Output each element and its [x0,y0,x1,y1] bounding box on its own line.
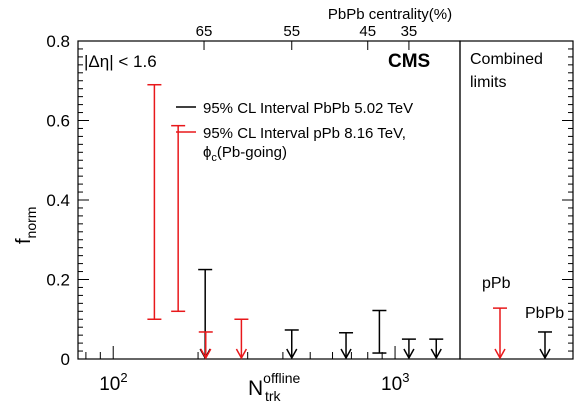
x-axis-title: Noffline trk [248,370,300,404]
y-tick-label: 0 [61,350,70,369]
combined-label-ppb: pPb [482,275,511,292]
axis-ticks [78,40,573,360]
combined-label-pbpb: PbPb [525,305,564,322]
main-panel-frame [77,40,461,360]
legend-label: 95% CL Interval pPb 8.16 TeV, [203,125,406,142]
top-axis-tick-label: 35 [401,23,418,40]
y-tick-label: 0.8 [46,32,70,51]
interval-mark [429,338,444,360]
y-axis-title: fnorm [13,207,39,244]
x-tick-label: 103 [381,370,409,395]
series-pbpb [198,268,444,360]
series-ppb [147,83,249,360]
chart-marks [147,83,552,360]
cms-label: CMS [388,51,430,72]
interval-mark [171,124,186,313]
interval-mark [284,329,299,360]
top-axis-tick-label: 45 [359,23,376,40]
interval-mark [234,318,249,360]
interval-arrow-head [430,348,442,360]
interval-mark [339,332,354,360]
combined-interval-pbpb [538,331,552,360]
interval-arrow-head [286,348,298,360]
combined-title-line1: Combined [470,51,543,68]
x-tick-label: 102 [99,370,127,395]
top-axis-tick-label: 55 [283,23,300,40]
interval-mark [372,309,387,354]
combined-title-line2: limits [470,74,506,91]
interval-arrow-head [494,348,506,360]
interval-mark [147,83,162,320]
eta-cut-label: |Δη| < 1.6 [84,52,157,71]
top-axis-tick-label: 65 [196,23,213,40]
interval-mark [198,331,213,360]
interval-arrow-head [539,348,551,360]
legend-label: 95% CL Interval PbPb 5.02 TeV [203,100,413,117]
interval-arrow-head [403,348,415,360]
interval-mark [401,338,416,360]
y-tick-label: 0.4 [46,191,70,210]
interval-arrow-head [340,348,352,360]
y-tick-label: 0.2 [46,271,70,290]
top-axis-title: PbPb centrality(%) [328,6,452,23]
legend-label-extra: ϕc(Pb-going) [203,144,287,164]
interval-arrow-head [200,348,212,360]
y-tick-label: 0.6 [46,112,70,131]
interval-arrow-head [235,348,248,360]
combined-interval-ppb [493,307,507,360]
